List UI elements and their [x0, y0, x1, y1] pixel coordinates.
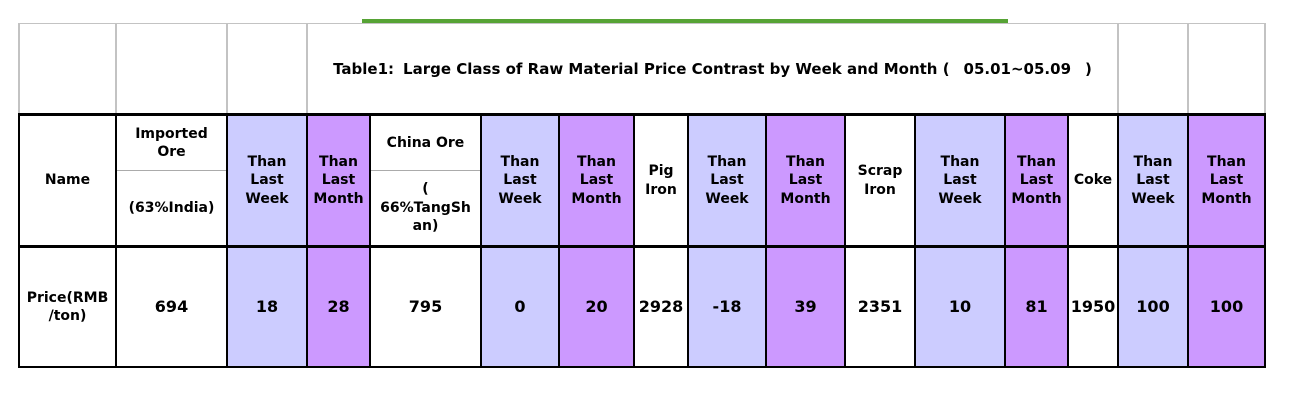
- value-pig-iron-week-delta: -18: [689, 248, 767, 366]
- title-row-empty-cell: [117, 24, 228, 113]
- header-cell-imported-ore: Imported Ore (63%India): [117, 116, 228, 248]
- row-label-price: Price(RMB /ton): [20, 248, 117, 366]
- header-imported-ore-grade: (63%India): [128, 199, 215, 216]
- value-china-ore-week-delta: 0: [482, 248, 560, 366]
- header-cell-china-ore: China Ore ( 66%TangSh an): [371, 116, 482, 248]
- title-row-empty-cell: [228, 24, 308, 113]
- header-cell-than-last-month-coke: Than Last Month: [1189, 116, 1264, 248]
- table-title-date-range: 05.01~05.09: [963, 59, 1072, 78]
- title-row: Table1: Large Class of Raw Material Pric…: [18, 23, 1266, 113]
- header-china-ore-label: China Ore: [371, 116, 480, 171]
- value-coke-month-delta: 100: [1189, 248, 1264, 366]
- header-cell-than-last-week-coke: Than Last Week: [1119, 116, 1189, 248]
- raw-material-price-table: Name Imported Ore (63%India) Than Last W…: [18, 113, 1266, 368]
- header-cell-than-last-month-imported-ore: Than Last Month: [308, 116, 371, 248]
- header-cell-than-last-week-imported-ore: Than Last Week: [228, 116, 308, 248]
- header-cell-than-last-week-scrap-iron: Than Last Week: [916, 116, 1006, 248]
- table-title-text: Large Class of Raw Material Price Contra…: [403, 59, 950, 78]
- header-cell-than-last-month-china-ore: Than Last Month: [560, 116, 635, 248]
- value-scrap-iron: 2351: [846, 248, 916, 366]
- green-accent-line: [362, 19, 1008, 24]
- header-cell-coke: Coke: [1069, 116, 1119, 248]
- title-row-empty-cell: [1119, 24, 1189, 113]
- header-cell-scrap-iron: Scrap Iron: [846, 116, 916, 248]
- value-pig-iron: 2928: [635, 248, 689, 366]
- table-title: Table1: Large Class of Raw Material Pric…: [308, 24, 1119, 113]
- value-scrap-iron-month-delta: 81: [1006, 248, 1069, 366]
- header-cell-name: Name: [20, 116, 117, 248]
- header-cell-than-last-week-pig-iron: Than Last Week: [689, 116, 767, 248]
- value-imported-ore-month-delta: 28: [308, 248, 371, 366]
- value-coke: 1950: [1069, 248, 1119, 366]
- value-china-ore-month-delta: 20: [560, 248, 635, 366]
- table-title-paren-close: ): [1085, 59, 1092, 78]
- value-imported-ore: 694: [117, 248, 228, 366]
- table-title-label: Table1:: [333, 59, 395, 78]
- header-china-ore-grade: ( 66%TangSh an): [380, 181, 471, 235]
- title-row-empty-cell: [20, 24, 117, 113]
- value-imported-ore-week-delta: 18: [228, 248, 308, 366]
- value-scrap-iron-week-delta: 10: [916, 248, 1006, 366]
- header-cell-pig-iron: Pig Iron: [635, 116, 689, 248]
- value-coke-week-delta: 100: [1119, 248, 1189, 366]
- value-pig-iron-month-delta: 39: [767, 248, 846, 366]
- header-cell-than-last-month-pig-iron: Than Last Month: [767, 116, 846, 248]
- value-china-ore: 795: [371, 248, 482, 366]
- title-row-empty-cell: [1189, 24, 1264, 113]
- header-cell-than-last-week-china-ore: Than Last Week: [482, 116, 560, 248]
- header-imported-ore-label: Imported Ore: [117, 116, 226, 171]
- header-cell-than-last-month-scrap-iron: Than Last Month: [1006, 116, 1069, 248]
